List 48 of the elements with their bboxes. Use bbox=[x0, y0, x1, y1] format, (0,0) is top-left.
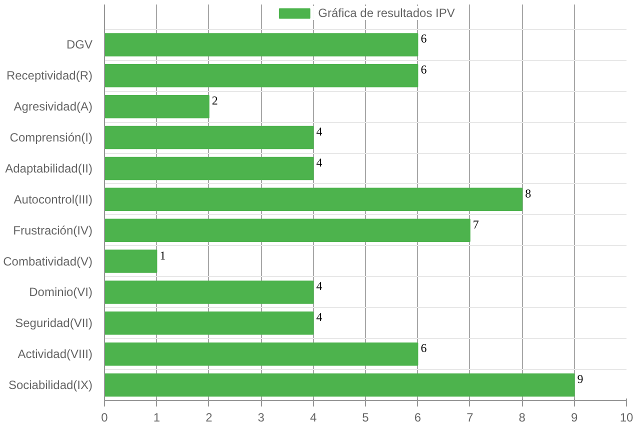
legend-label: Gráfica de resultados IPV bbox=[318, 6, 455, 20]
y-tick-label: Dominio(VI) bbox=[29, 285, 93, 300]
data-label: 4 bbox=[316, 310, 322, 324]
x-tick-label: 10 bbox=[620, 410, 634, 424]
data-label: 6 bbox=[420, 32, 427, 46]
y-tick-label: Receptividad(R) bbox=[6, 68, 93, 83]
bar bbox=[104, 280, 314, 304]
x-tick-label: 2 bbox=[206, 410, 213, 424]
y-tick-label: Frustración(IV) bbox=[13, 223, 93, 238]
y-tick-label: Seguridad(VII) bbox=[15, 316, 93, 330]
y-tick-label: Combatividad(V) bbox=[3, 254, 93, 268]
y-tick-label: Adaptabilidad(II) bbox=[5, 161, 93, 176]
bar bbox=[104, 94, 210, 118]
y-tick-label: Autocontrol(III) bbox=[14, 192, 93, 206]
x-tick-label: 0 bbox=[101, 410, 108, 424]
data-label: 2 bbox=[212, 94, 218, 108]
bar bbox=[104, 188, 523, 212]
y-tick-label: Actividad(VIII) bbox=[18, 347, 93, 362]
y-tick-label: Agresividad(A) bbox=[14, 100, 93, 114]
bar bbox=[104, 126, 314, 150]
x-tick-label: 7 bbox=[466, 410, 474, 424]
bar bbox=[104, 342, 418, 366]
x-tick-label: 5 bbox=[362, 410, 370, 424]
data-label: 7 bbox=[472, 217, 479, 232]
data-label: 9 bbox=[577, 372, 584, 386]
data-label: 4 bbox=[316, 124, 322, 139]
data-label: 4 bbox=[316, 279, 322, 294]
x-tick-label: 4 bbox=[310, 410, 317, 424]
x-tick-label: 9 bbox=[570, 410, 578, 424]
x-tick-label: 8 bbox=[518, 410, 526, 424]
data-label: 6 bbox=[420, 62, 427, 77]
bar bbox=[104, 33, 418, 56]
data-label: 1 bbox=[160, 248, 166, 262]
x-tick-label: 1 bbox=[153, 410, 160, 424]
bar bbox=[104, 64, 418, 88]
bar bbox=[104, 373, 575, 397]
data-label: 6 bbox=[420, 341, 427, 356]
y-tick-label: Comprensión(I) bbox=[10, 130, 93, 145]
bar bbox=[104, 156, 314, 180]
data-label: 8 bbox=[525, 186, 532, 200]
y-tick-label: Sociabilidad(IX) bbox=[8, 378, 93, 392]
x-tick-label: 3 bbox=[258, 410, 265, 424]
bar bbox=[104, 312, 314, 335]
bar bbox=[104, 250, 158, 273]
bar bbox=[104, 218, 470, 242]
data-label: 4 bbox=[316, 155, 322, 170]
x-tick-label: 6 bbox=[414, 410, 422, 424]
y-tick-label: DGV bbox=[66, 38, 93, 52]
